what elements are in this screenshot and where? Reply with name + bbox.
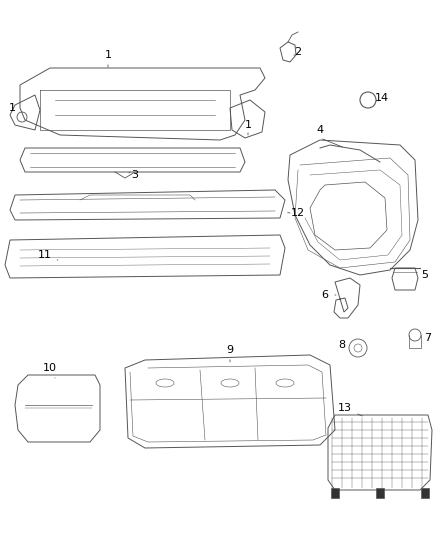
Text: 1: 1 [105,50,112,60]
Text: 8: 8 [339,340,346,350]
Text: 9: 9 [226,345,233,355]
Bar [421,488,429,498]
Text: 7: 7 [424,333,431,343]
Text: 1: 1 [8,103,15,113]
Text: 5: 5 [421,270,428,280]
Text: 10: 10 [43,363,57,373]
Text: 4: 4 [316,125,324,135]
Text: 12: 12 [291,208,305,218]
Text: 14: 14 [375,93,389,103]
Text: 11: 11 [38,250,52,260]
Text: 6: 6 [321,290,328,300]
Text: 13: 13 [338,403,352,413]
Bar [376,488,384,498]
Text: 3: 3 [131,170,138,180]
Text: 2: 2 [294,47,301,57]
Bar [331,488,339,498]
Text: 1: 1 [244,120,251,130]
